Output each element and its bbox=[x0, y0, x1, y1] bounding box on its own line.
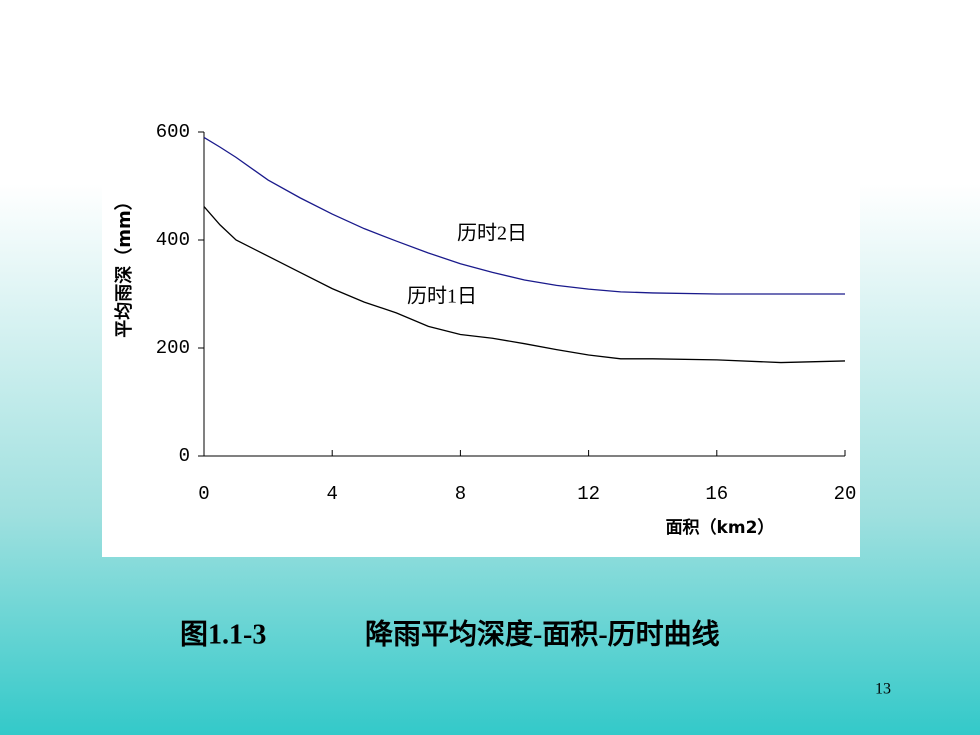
x-tick-label: 8 bbox=[455, 483, 466, 505]
series-annotation: 历时2日 bbox=[457, 222, 527, 245]
x-tick-label: 16 bbox=[705, 483, 728, 505]
series-line bbox=[203, 136, 845, 295]
y-tick-label: 600 bbox=[156, 121, 190, 143]
x-tick-label: 12 bbox=[577, 483, 600, 505]
y-tick-label: 0 bbox=[179, 445, 190, 467]
series-annotation: 历时1日 bbox=[407, 285, 477, 308]
figure-caption: 降雨平均深度-面积-历时曲线 bbox=[365, 618, 720, 650]
x-axis-label: 面积（km2） bbox=[666, 517, 775, 538]
x-tick-label: 0 bbox=[198, 483, 209, 505]
y-tick-label: 400 bbox=[156, 229, 190, 251]
figure-number: 图1.1-3 bbox=[180, 619, 266, 650]
page-number: 13 bbox=[875, 681, 891, 698]
series-line bbox=[203, 206, 846, 364]
y-tick-label: 200 bbox=[156, 337, 190, 359]
x-tick-label: 4 bbox=[326, 483, 337, 505]
chart-area bbox=[102, 37, 860, 557]
x-tick-label: 20 bbox=[834, 483, 857, 505]
y-axis-label: 平均雨深（mm） bbox=[113, 192, 135, 338]
